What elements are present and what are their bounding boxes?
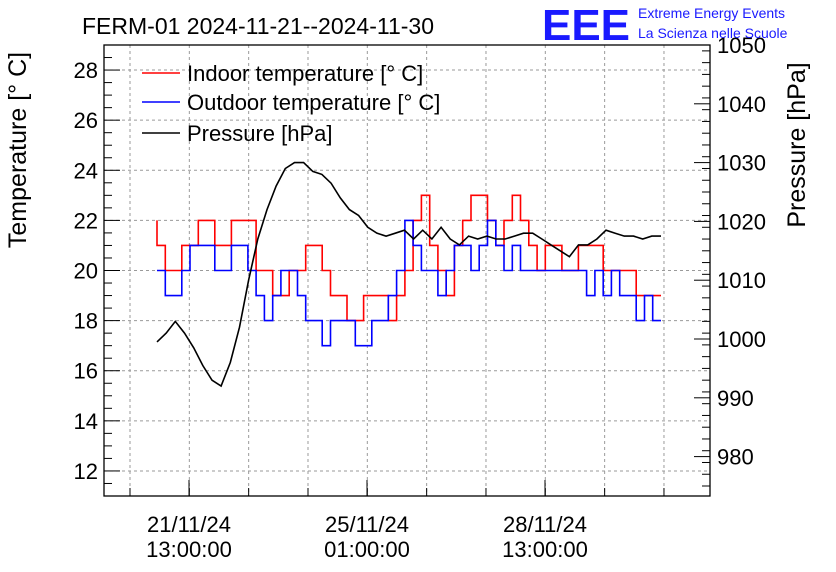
y-tick-label: 16 <box>74 359 98 384</box>
pressure-line <box>156 161 661 388</box>
y-tick-label: 22 <box>74 208 98 233</box>
y-tick-label: 24 <box>74 158 98 183</box>
y-tick-label: 14 <box>74 409 98 434</box>
outdoor-temperature-line <box>157 219 661 347</box>
chart-title: FERM-01 2024-11-21--2024-11-30 <box>82 13 434 39</box>
tick-layer: 12 14 16 18 20 22 24 26 28 980 990 1000 1010 1020 1030… <box>74 33 766 562</box>
eee-logo-line1: Extreme Energy Events <box>638 5 785 21</box>
x-tick-time-label: 01:00:00 <box>324 537 410 562</box>
x-tick-date-label: 25/11/24 <box>325 512 409 537</box>
x-tick-date-label: 21/11/24 <box>147 512 231 537</box>
legend-item-pressure: Pressure [hPa] <box>142 121 333 146</box>
y-axis-title: Temperature [° C] <box>4 52 32 248</box>
legend-label: Pressure [hPa] <box>187 121 333 146</box>
y-tick-label: 28 <box>74 58 98 83</box>
y2-tick-label: 1040 <box>717 92 766 117</box>
y-tick-label: 12 <box>74 459 98 484</box>
y-tick-label: 20 <box>74 259 98 284</box>
legend-item-outdoor: Outdoor temperature [° C] <box>142 90 440 115</box>
legend: Indoor temperature [° C] Outdoor temperat… <box>142 61 440 146</box>
series-layer <box>156 161 661 388</box>
y2-tick-label: 1050 <box>717 33 766 58</box>
eee-logo: EEE Extreme Energy Events La Scienza nel… <box>542 1 788 50</box>
y2-tick-label: 1000 <box>717 327 766 352</box>
x-tick-time-label: 13:00:00 <box>146 537 232 562</box>
indoor-temperature-line <box>156 194 661 322</box>
legend-label: Indoor temperature [° C] <box>187 61 423 86</box>
x-tick-date-label: 28/11/24 <box>503 512 587 537</box>
y2-tick-label: 980 <box>717 445 754 470</box>
y2-tick-label: 1010 <box>717 268 766 293</box>
y-tick-label: 18 <box>74 309 98 334</box>
y2-axis-title: Pressure [hPa] <box>783 62 811 227</box>
legend-label: Outdoor temperature [° C] <box>187 90 440 115</box>
y2-tick-label: 990 <box>717 386 754 411</box>
x-tick-time-label: 13:00:00 <box>502 537 588 562</box>
eee-logo-mark: EEE <box>542 1 630 50</box>
y-tick-label: 26 <box>74 108 98 133</box>
legend-item-indoor: Indoor temperature [° C] <box>142 61 423 86</box>
eee-logo-line2: La Scienza nelle Scuole <box>638 25 788 41</box>
y2-tick-label: 1020 <box>717 209 766 234</box>
y2-tick-label: 1030 <box>717 151 766 176</box>
